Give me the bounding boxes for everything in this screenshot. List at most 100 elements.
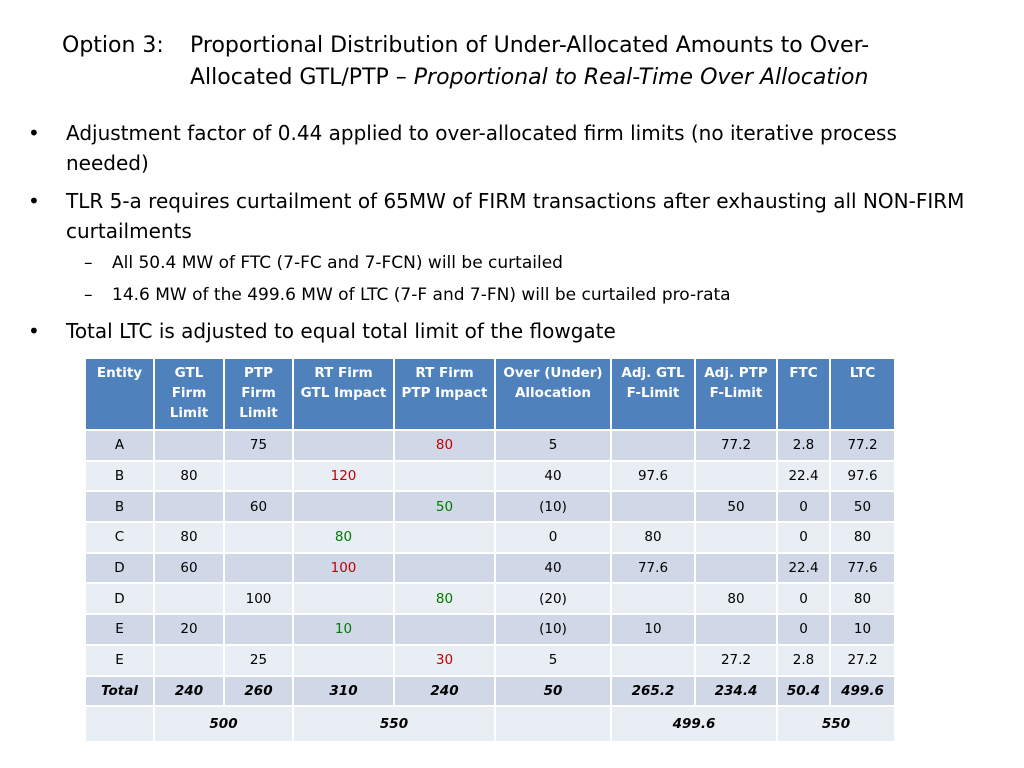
table-cell-ftc: 0 [776,613,831,646]
table-cell-adj-ptp-f-limit: 77.2 [694,429,778,462]
table-cell-gtl-firm-limit: 80 [153,459,225,493]
table-cell-rt-firm-ptp-impact: 30 [393,643,496,677]
title-line1: Proportional Distribution of Under-Alloc… [190,33,870,58]
slide-title: Option 3: Proportional Distribution of U… [62,30,992,94]
table-cell-adj-ptp-f-limit: 50 [694,490,778,524]
table-cell-rt-firm-gtl-impact [292,429,395,462]
table-row: A 75 80 5 77.2 2.8 77.2 [84,429,896,462]
table-cell-adj-gtl-f-limit [610,490,696,524]
header-line: Limit [239,405,278,421]
total-cell-ptp-firm-limit: 260 [223,674,294,708]
title-prefix: Option 3: [62,33,164,58]
header-ftc: FTC [776,357,831,431]
header-line: RT Firm [415,365,474,381]
table-cell-over-under-allocation: 40 [494,459,612,493]
table-cell-adj-gtl-f-limit: 97.6 [610,459,696,493]
title-line2-italic: Proportional to Real-Time Over Allocatio… [413,65,869,90]
table-cell-rt-firm-ptp-impact [393,551,496,585]
bullet-dot-icon: • [28,319,40,343]
table-cell-gtl-firm-limit [153,582,225,616]
table-row: B 80 120 40 97.6 22.4 97.6 [84,459,896,493]
table-cell-adj-gtl-f-limit [610,582,696,616]
header-gtl-firm-limit: GTL Firm Limit [153,357,225,431]
table-cell-rt-firm-ptp-impact: 80 [393,429,496,462]
table-cell-rt-firm-ptp-impact [393,521,496,554]
header-line: F-Limit [709,385,763,401]
header-line: Entity [96,365,143,381]
header-line: Limit [169,405,209,421]
header-line: F-Limit [626,385,680,401]
total-cell-gtl-firm-limit: 240 [153,674,225,708]
sub-bullet-ltc: – 14.6 MW of the 499.6 MW of LTC (7-F an… [28,284,978,307]
table-cell-adj-gtl-f-limit [610,429,696,462]
table-cell-entity: E [84,613,155,646]
total-cell-rt-firm-gtl-impact: 310 [292,674,395,708]
allocation-table: Entity GTL Firm Limit PTP Firm Limit RT Firm GTL… [84,357,896,744]
table-cell-ltc: 77.6 [829,551,896,585]
bullet-adjustment-factor: • Adjustment factor of 0.44 applied to o… [28,118,978,178]
header-line: Allocation [514,385,592,401]
bullet-tlr-curtailment: • TLR 5-a requires curtailment of 65MW o… [28,186,978,246]
table-cell-ptp-firm-limit [223,551,294,585]
bullet-list: • Adjustment factor of 0.44 applied to o… [28,118,978,354]
table-cell-rt-firm-ptp-impact: 80 [393,582,496,616]
table-cell-adj-gtl-f-limit: 77.6 [610,551,696,585]
table-cell-rt-firm-ptp-impact: 50 [393,490,496,524]
table-cell-adj-ptp-f-limit: 27.2 [694,643,778,677]
bullet-text: TLR 5-a requires curtailment of 65MW of … [66,189,965,243]
bullet-dash-icon: – [84,285,93,305]
sub-bullet-ftc: – All 50.4 MW of FTC (7-FC and 7-FCN) wi… [28,252,978,275]
total-cell-over-under-allocation: 50 [494,674,612,708]
bullet-dash-icon: – [84,253,93,273]
table-cell-adj-gtl-f-limit: 80 [610,521,696,554]
table-cell-ltc: 77.2 [829,429,896,462]
table-cell-over-under-allocation: 40 [494,551,612,585]
total-cell-ftc: 50.4 [776,674,831,708]
table-body: A 75 80 5 77.2 2.8 77.2 B 80 120 40 97.6 22.4 97.6 B 60… [84,429,896,744]
table-cell-ltc: 97.6 [829,459,896,493]
table-cell-ftc: 2.8 [776,429,831,462]
table-cell-rt-firm-gtl-impact [292,643,395,677]
table-cell-gtl-firm-limit [153,490,225,524]
table-cell-ltc: 50 [829,490,896,524]
header-line: PTP Impact [401,385,488,401]
header-ltc: LTC [829,357,896,431]
sum-adj-f-limit: 499.6 [610,705,778,744]
sub-bullet-text: 14.6 MW of the 499.6 MW of LTC (7-F and … [112,285,731,305]
table-cell-over-under-allocation: 0 [494,521,612,554]
table-cell-ptp-firm-limit: 75 [223,429,294,462]
sum-row-empty-cell [84,705,155,744]
table-cell-ptp-firm-limit [223,521,294,554]
table-cell-over-under-allocation: (10) [494,613,612,646]
header-line: GTL Impact [300,385,387,401]
table-cell-ltc: 10 [829,613,896,646]
bullet-text: Total LTC is adjusted to equal total lim… [66,319,616,343]
bullet-total-ltc: • Total LTC is adjusted to equal total l… [28,316,978,346]
header-line: Over (Under) [503,365,603,381]
table-cell-over-under-allocation: 5 [494,643,612,677]
table-row: B 60 50 (10) 50 0 50 [84,490,896,524]
sum-ftc-ltc: 550 [776,705,896,744]
table-cell-adj-ptp-f-limit [694,551,778,585]
header-rt-firm-ptp-impact: RT Firm PTP Impact [393,357,496,431]
table-cell-rt-firm-gtl-impact [292,582,395,616]
table-cell-entity: D [84,551,155,585]
table-cell-rt-firm-gtl-impact [292,490,395,524]
title-line2: Allocated GTL/PTP – Proportional to Real… [62,62,992,94]
table-cell-entity: A [84,429,155,462]
total-row: Total 240 260 310 240 50 265.2 234.4 50.4 499.6 [84,674,896,708]
header-line: PTP [244,365,273,381]
total-cell-adj-ptp-f-limit: 234.4 [694,674,778,708]
table-cell-ftc: 0 [776,521,831,554]
sum-rt-firm-impact: 550 [292,705,496,744]
table-cell-entity: C [84,521,155,554]
table-cell-adj-ptp-f-limit [694,521,778,554]
table-cell-ptp-firm-limit: 25 [223,643,294,677]
table-cell-ltc: 80 [829,582,896,616]
table-cell-gtl-firm-limit: 80 [153,521,225,554]
allocation-table-container: Entity GTL Firm Limit PTP Firm Limit RT Firm GTL… [84,357,896,744]
header-line: Firm [171,385,207,401]
total-cell-ltc: 499.6 [829,674,896,708]
table-cell-ftc: 0 [776,490,831,524]
sum-row-empty-cell [494,705,612,744]
